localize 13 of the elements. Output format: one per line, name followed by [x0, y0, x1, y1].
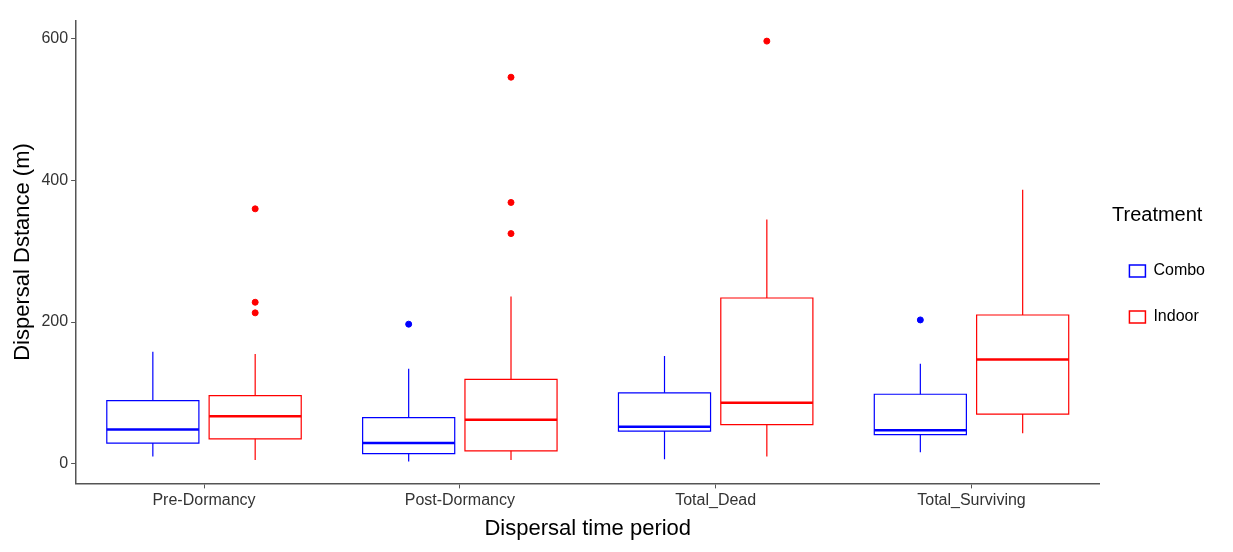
y-tick-label: 400 — [41, 170, 69, 188]
legend-title: Treatment — [1112, 202, 1203, 225]
y-axis-title: Dispersal Dstance (m) — [9, 143, 35, 361]
x-tick-label: Total_Dead — [675, 491, 757, 510]
x-axis-title: Dispersal time period — [484, 514, 692, 540]
y-tick-label: 0 — [59, 453, 69, 471]
x-tick-label: Post-Dormancy — [404, 491, 515, 509]
legend-label: Indoor — [1153, 307, 1200, 325]
x-tick-label: Total_Surviving — [917, 491, 1026, 510]
x-tick-label: Pre-Dormancy — [152, 491, 256, 509]
y-tick-label: 600 — [41, 29, 69, 47]
legend-label: Combo — [1153, 261, 1206, 279]
y-tick-label: 200 — [41, 312, 69, 330]
